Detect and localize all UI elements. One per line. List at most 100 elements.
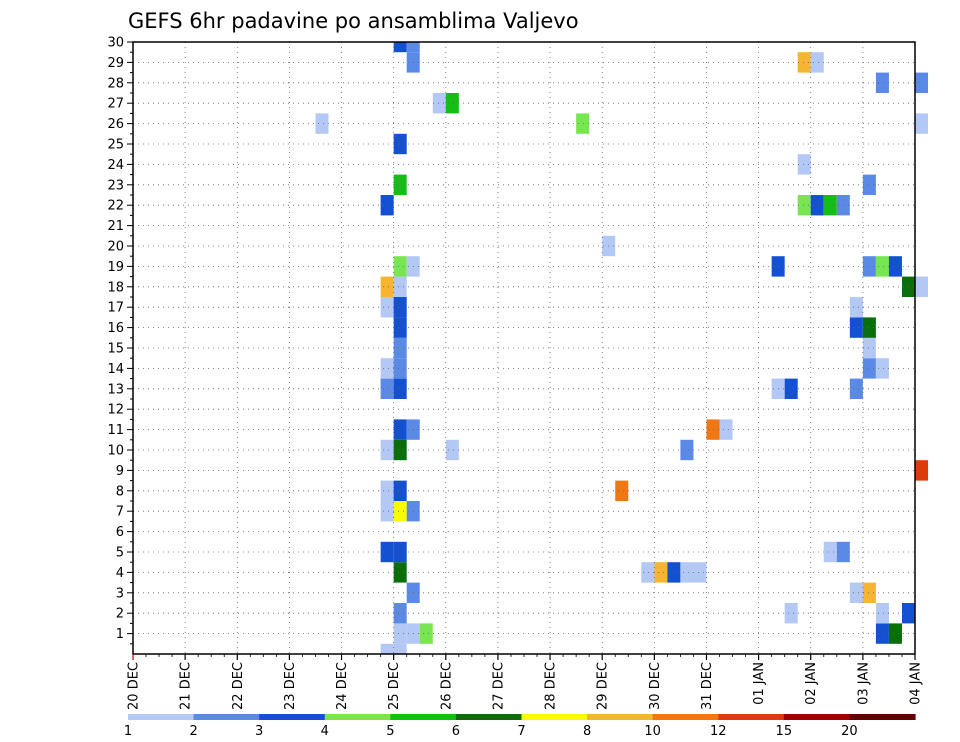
heatmap-cell xyxy=(380,276,394,297)
y-tick-label: 4 xyxy=(116,566,124,581)
heatmap-cell xyxy=(849,582,863,603)
y-tick-label: 28 xyxy=(107,76,124,91)
x-tick-label: 31 DEC xyxy=(700,662,715,710)
heatmap-cell xyxy=(641,562,655,583)
heatmap-cell xyxy=(849,297,863,318)
heatmap-cell xyxy=(862,358,876,379)
y-tick-label: 2 xyxy=(116,607,124,622)
colorbar-swatch xyxy=(324,714,391,720)
y-tick-label: 20 xyxy=(107,240,124,255)
x-tick-label: 23 DEC xyxy=(283,662,298,710)
heatmap-cell xyxy=(849,378,863,399)
heatmap-cell xyxy=(380,195,394,216)
heatmap-cell xyxy=(393,623,407,644)
heatmap-cell xyxy=(380,541,394,563)
heatmap-cell xyxy=(380,439,394,461)
heatmap-cell xyxy=(693,562,707,583)
y-tick-label: 14 xyxy=(107,362,124,377)
colorbar-swatch xyxy=(128,714,195,720)
heatmap-cell xyxy=(576,113,590,134)
heatmap-cell xyxy=(445,93,459,114)
y-tick-label: 9 xyxy=(116,464,124,479)
cells-layer xyxy=(315,42,929,654)
heatmap-cell xyxy=(393,297,407,318)
x-tick-label: 25 DEC xyxy=(387,662,402,710)
x-axis: 20 DEC 21 DEC 22 DEC 23 DEC 24 DEC 25 DEC 26 D… xyxy=(127,654,924,710)
y-tick-label: 6 xyxy=(116,525,124,540)
y-tick-label: 3 xyxy=(116,586,124,601)
heatmap-cell xyxy=(393,42,407,53)
heatmap-cell xyxy=(915,113,929,134)
colorbar-label: 12 xyxy=(710,724,727,739)
y-tick-label: 22 xyxy=(107,199,124,214)
heatmap-cell xyxy=(888,256,902,277)
x-tick-label: 28 DEC xyxy=(544,662,559,710)
heatmap-cell xyxy=(862,256,876,277)
colorbar-label: 20 xyxy=(841,724,858,739)
heatmap-cell xyxy=(380,358,394,379)
x-tick-label: 04 JAN xyxy=(909,662,924,705)
y-tick-label: 5 xyxy=(116,546,124,561)
colorbar-swatch xyxy=(587,714,654,720)
heatmap-cell xyxy=(393,317,407,338)
x-tick-label: 01 JAN xyxy=(752,662,767,705)
heatmap-cell xyxy=(784,378,798,399)
heatmap-cell xyxy=(810,195,824,216)
colorbar-label: 5 xyxy=(386,724,394,739)
heatmap-cell xyxy=(875,603,889,624)
heatmap-cell xyxy=(784,603,798,624)
x-tick-label: 22 DEC xyxy=(231,662,246,710)
heatmap-cell xyxy=(862,317,876,338)
y-tick-label: 27 xyxy=(107,97,124,112)
y-tick-label: 16 xyxy=(107,321,124,336)
heatmap-cell xyxy=(719,419,733,440)
heatmap-cell xyxy=(393,174,407,195)
y-tick-label: 12 xyxy=(107,403,124,418)
heatmap-cell xyxy=(875,72,889,93)
heatmap-cell xyxy=(380,297,394,318)
y-axis: 1234567891011121314151617181920212223242… xyxy=(107,36,133,645)
colorbar-label: 3 xyxy=(255,724,263,739)
y-tick-label: 26 xyxy=(107,117,124,132)
heatmap-cell xyxy=(393,439,407,461)
heatmap-cell xyxy=(706,419,720,440)
heatmap-cell xyxy=(406,42,420,53)
x-tick-label: 02 JAN xyxy=(804,662,819,705)
heatmap-cell xyxy=(915,72,929,93)
heatmap-cell xyxy=(393,643,407,654)
heatmap-cell xyxy=(797,52,811,73)
colorbar-swatch xyxy=(521,714,588,720)
y-tick-label: 7 xyxy=(116,505,124,520)
y-tick-label: 18 xyxy=(107,280,124,295)
heatmap-cell xyxy=(862,337,876,359)
colorbar-label: 7 xyxy=(517,724,525,739)
heatmap-cell xyxy=(875,623,889,644)
x-tick-label: 20 DEC xyxy=(127,662,142,710)
heatmap-cell xyxy=(680,562,694,583)
colorbar-label: 2 xyxy=(189,724,197,739)
x-tick-label: 21 DEC xyxy=(179,662,194,710)
heatmap-cell xyxy=(680,439,694,461)
x-tick-label: 03 JAN xyxy=(856,662,871,705)
y-tick-label: 11 xyxy=(107,423,124,438)
heatmap-cell xyxy=(862,582,876,603)
heatmap-cell xyxy=(393,256,407,277)
chart-title: GEFS 6hr padavine po ansamblima Valjevo xyxy=(128,9,579,33)
x-tick-label: 27 DEC xyxy=(491,662,506,710)
y-tick-label: 17 xyxy=(107,301,124,316)
heatmap-cell xyxy=(393,541,407,563)
heatmap-cell xyxy=(875,256,889,277)
colorbar-label: 6 xyxy=(452,724,460,739)
y-tick-label: 1 xyxy=(116,627,124,642)
heatmap-cell xyxy=(445,439,459,461)
colorbar-label: 4 xyxy=(321,724,329,739)
heatmap-cell xyxy=(380,501,394,522)
heatmap-cell xyxy=(393,358,407,379)
heatmap-cell xyxy=(875,358,889,379)
heatmap-cell xyxy=(393,480,407,501)
x-tick-label: 24 DEC xyxy=(335,662,350,710)
heatmap-cell xyxy=(888,623,902,644)
y-tick-label: 24 xyxy=(107,158,124,173)
heatmap-cell xyxy=(380,643,394,654)
